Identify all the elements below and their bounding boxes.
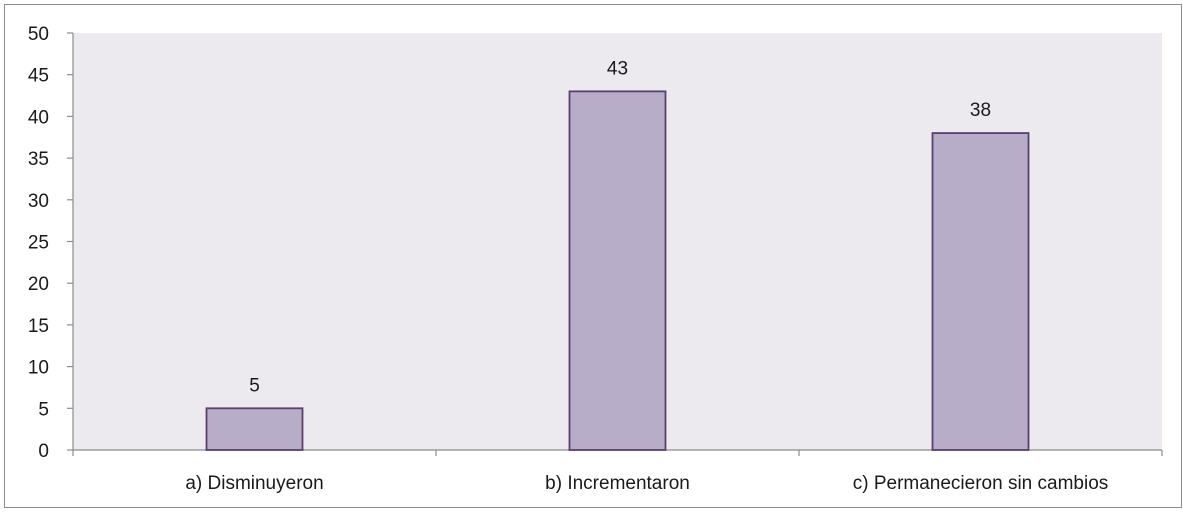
y-tick-label: 15	[28, 316, 49, 337]
y-tick-label: 20	[28, 274, 49, 295]
y-tick-label: 45	[28, 66, 49, 87]
x-category-label: a) Disminuyeron	[185, 473, 323, 494]
bar	[931, 132, 1030, 451]
x-axis: a) Disminuyeron b) Incrementaron c) Perman…	[72, 449, 1163, 494]
y-tick-label: 25	[28, 233, 49, 254]
x-category-label: b) Incrementaron	[545, 473, 690, 494]
bar-value-label: 43	[607, 58, 628, 79]
data-labels: 5 43 38	[249, 58, 991, 396]
y-tick-label: 5	[38, 399, 49, 420]
x-category-label: c) Permanecieron sin cambios	[853, 473, 1109, 494]
bar	[205, 407, 304, 451]
y-tick-label: 50	[28, 24, 49, 45]
y-tick-label: 40	[28, 107, 49, 128]
y-axis: 0 5 10 15 20 25 30 35 40 45 50	[28, 24, 74, 462]
bar-value-label: 38	[970, 100, 991, 121]
y-tick-label: 10	[28, 358, 49, 379]
y-tick-label: 30	[28, 191, 49, 212]
bars	[205, 90, 1030, 451]
bar-value-label: 5	[249, 375, 260, 396]
bar	[568, 90, 667, 451]
y-tick-label: 0	[38, 441, 49, 462]
y-tick-label: 35	[28, 149, 49, 170]
